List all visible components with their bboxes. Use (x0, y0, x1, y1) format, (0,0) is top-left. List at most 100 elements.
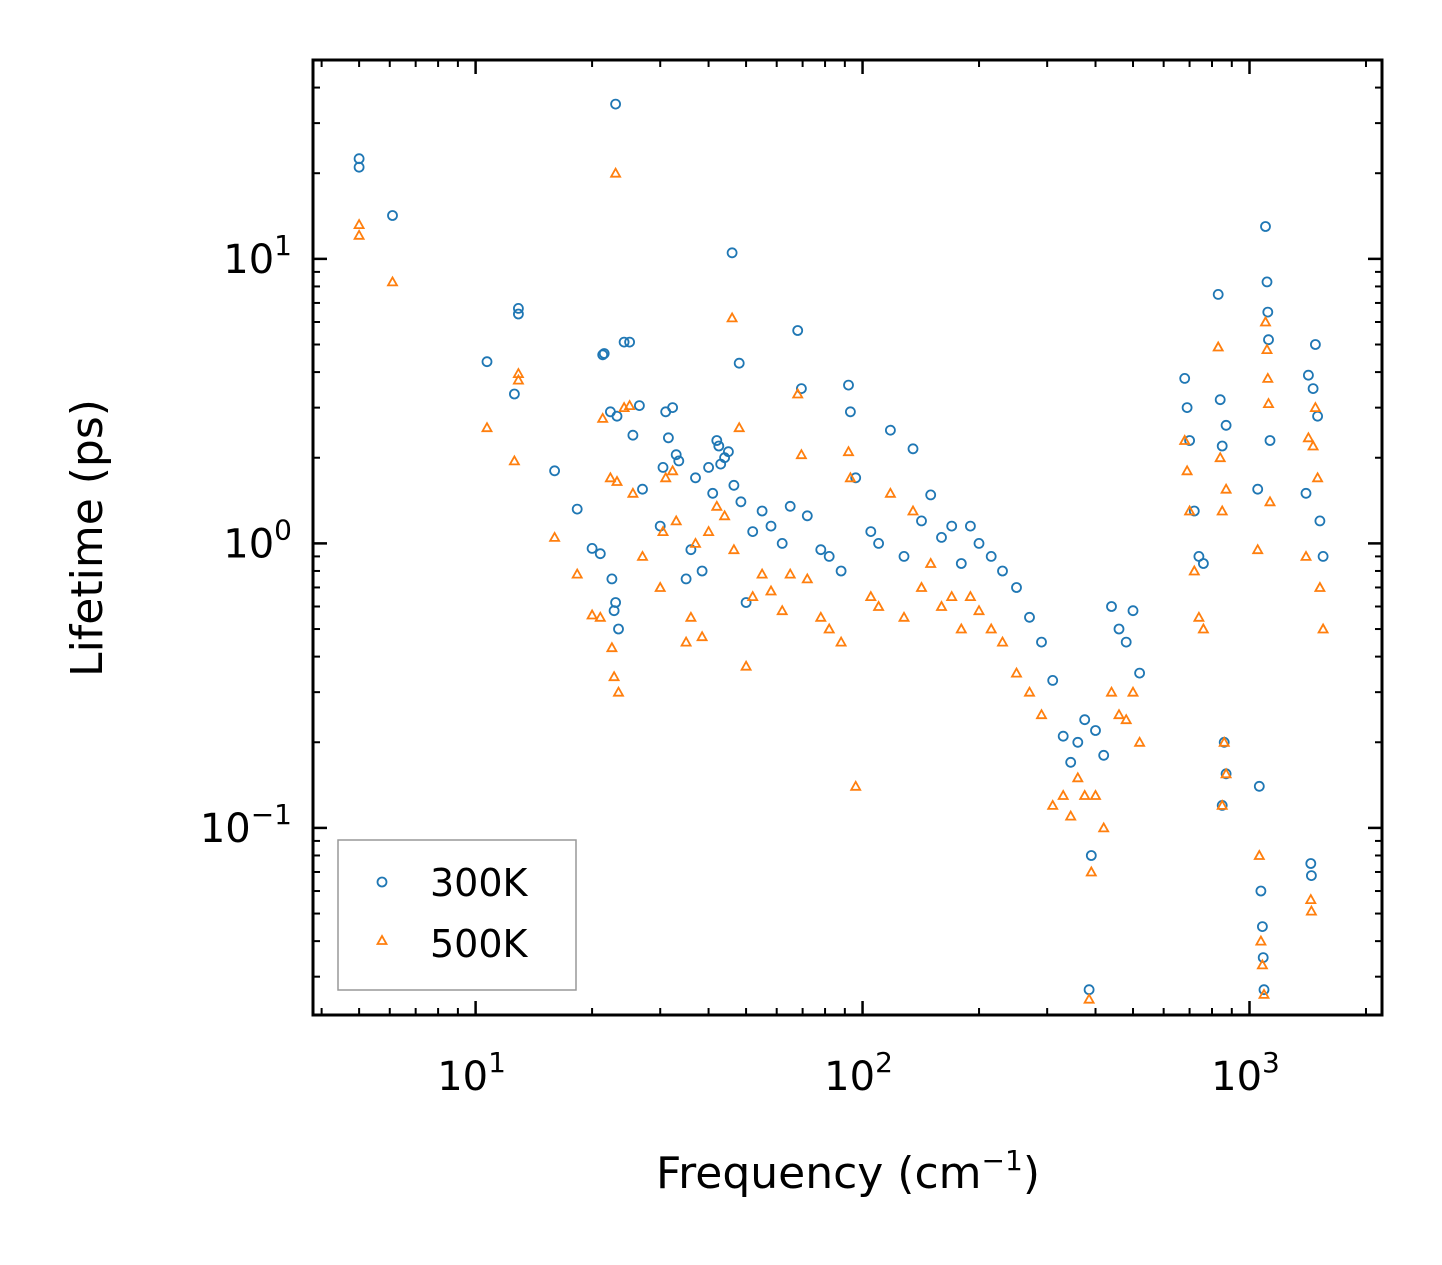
point-300k (845, 406, 856, 418)
major-ticks (313, 60, 1382, 1015)
point-500k (684, 610, 697, 622)
y-axis-title: Lifetime (ps) (62, 399, 113, 677)
point-500k (884, 486, 897, 498)
point-500k (1057, 789, 1070, 800)
point-300k (685, 544, 697, 556)
point-500k (985, 622, 998, 634)
point-300k (765, 520, 777, 532)
y-tick-label: 100 (223, 513, 292, 567)
point-500k (1188, 564, 1201, 576)
point-300k (1090, 725, 1101, 736)
x-tick-label: 103 (1211, 1046, 1280, 1100)
point-300k (885, 424, 896, 436)
point-300k (740, 597, 752, 608)
point-300k (1188, 505, 1200, 517)
point-300k (1072, 736, 1084, 748)
point-500k (636, 550, 649, 561)
point-300k (1260, 221, 1271, 232)
plot-frame (311, 58, 1384, 1017)
point-500k (1010, 666, 1023, 678)
legend-marker-500k (375, 934, 389, 945)
point-500k (1071, 771, 1084, 783)
x-axis-title-suffix: ) (1023, 1148, 1040, 1199)
point-500k (727, 543, 740, 555)
point-500k (1181, 464, 1194, 476)
point-300k (1184, 435, 1195, 446)
point-300k (586, 543, 598, 554)
point-300k (946, 520, 958, 532)
point-500k (935, 600, 948, 611)
point-300k (549, 465, 560, 477)
point-300k (513, 308, 524, 320)
point-500k (1263, 495, 1277, 507)
point-300k (898, 551, 910, 562)
point-300k (618, 336, 630, 348)
point-500k (670, 514, 683, 526)
point-500k (1120, 713, 1133, 725)
point-300k (973, 538, 985, 549)
point-300k (598, 348, 610, 359)
point-500k (1307, 439, 1320, 451)
point-500k (733, 421, 746, 433)
point-500k (872, 600, 885, 611)
point-500k (1259, 315, 1272, 327)
point-500k (1260, 343, 1274, 355)
point-500k (654, 581, 667, 592)
point-300k (1258, 984, 1270, 996)
point-300k (723, 446, 734, 458)
point-500k (1105, 685, 1118, 697)
point-300k (1314, 515, 1326, 527)
point-500k (596, 412, 609, 423)
point-500k (1220, 482, 1233, 494)
point-300k (606, 573, 618, 585)
point-300k (792, 325, 804, 336)
point-500k (955, 622, 968, 634)
legend-label-500k: 500K (430, 922, 529, 966)
point-500k (623, 399, 636, 411)
point-500k (964, 590, 977, 601)
y-tick-label: 101 (223, 229, 292, 283)
tick-labels: 101 102 103 10−1 100 101 (200, 229, 1280, 1100)
x-axis-title: Frequency (cm−1) (656, 1144, 1040, 1199)
point-300k (815, 544, 827, 556)
point-500k (1046, 799, 1059, 810)
point-500k (1197, 622, 1210, 634)
legend-label-300k: 300K (430, 861, 529, 905)
point-300k (1065, 756, 1077, 768)
point-500k (849, 779, 862, 791)
point-500k (353, 218, 366, 230)
point-500k (1083, 992, 1096, 1004)
point-500k (612, 685, 625, 697)
point-500k (1064, 809, 1077, 821)
point-300k (1317, 551, 1329, 562)
point-500k (386, 275, 399, 287)
point-500k (604, 471, 617, 483)
x-tick-label: 101 (437, 1046, 506, 1100)
point-300k (1305, 858, 1317, 869)
point-300k (513, 302, 524, 314)
point-500k (1023, 685, 1036, 697)
point-500k (1214, 451, 1227, 463)
point-300k (726, 247, 738, 259)
x-axis-title-superscript: −1 (982, 1144, 1023, 1177)
point-300k (1036, 636, 1047, 648)
point-500k (1251, 543, 1264, 555)
point-500k (512, 373, 525, 385)
point-300k (801, 510, 813, 522)
point-300k (728, 479, 740, 491)
point-500k (1302, 431, 1315, 443)
point-500k (680, 635, 693, 647)
point-300k (733, 357, 745, 369)
series-300k (353, 98, 1329, 996)
point-500k (776, 604, 789, 616)
point-300k (613, 623, 624, 635)
point-500k (1313, 581, 1326, 592)
point-300k (873, 538, 884, 549)
point-300k (703, 461, 714, 473)
point-300k (1216, 440, 1228, 452)
point-300k (1024, 611, 1035, 623)
point-300k (1047, 675, 1059, 686)
point-300k (784, 500, 796, 512)
point-300k (843, 379, 854, 391)
